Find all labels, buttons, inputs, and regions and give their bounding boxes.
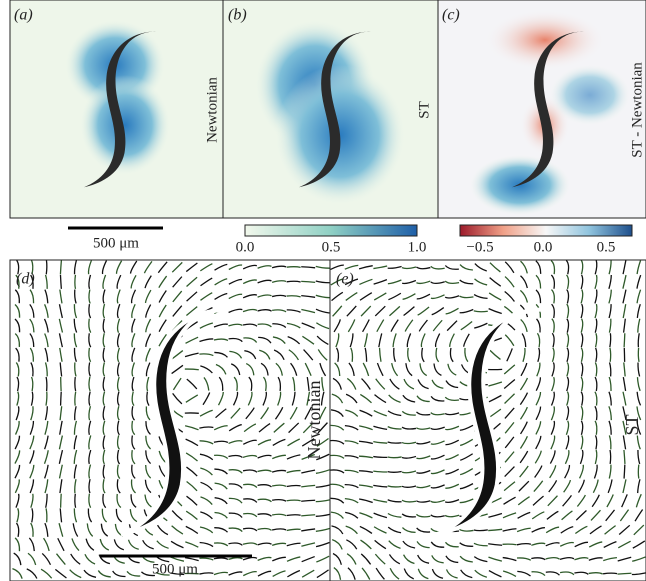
panel-label: (b) bbox=[228, 7, 247, 24]
streamline bbox=[287, 500, 301, 501]
streamline bbox=[603, 573, 617, 574]
panel-c bbox=[438, 0, 646, 218]
streamline bbox=[624, 333, 625, 347]
scale-label: 500 μm bbox=[152, 561, 198, 577]
panel-label: (a) bbox=[14, 7, 33, 24]
streamline bbox=[46, 260, 47, 274]
side-label: ST bbox=[416, 101, 432, 119]
panel-label: (d) bbox=[16, 271, 35, 288]
streamline bbox=[610, 348, 611, 362]
panel-label: (c) bbox=[442, 7, 460, 24]
streamline bbox=[610, 450, 611, 464]
streamline bbox=[75, 275, 76, 289]
streamline bbox=[287, 515, 301, 516]
streamline bbox=[474, 530, 488, 531]
scale-label: 500 μm bbox=[93, 235, 139, 251]
streamline bbox=[61, 392, 62, 406]
colorbar-tick: 0.0 bbox=[236, 239, 255, 255]
panel-b bbox=[223, 0, 438, 218]
colorbar bbox=[460, 225, 632, 236]
streamline bbox=[638, 348, 639, 362]
streamline bbox=[185, 369, 199, 370]
streamline bbox=[287, 267, 301, 268]
streamline bbox=[287, 281, 301, 282]
panel-label: (e) bbox=[336, 271, 354, 288]
panel-a bbox=[10, 0, 223, 218]
streamline bbox=[46, 377, 47, 391]
streamline bbox=[75, 494, 76, 508]
streamline bbox=[503, 544, 517, 545]
side-label: Newtonian bbox=[304, 381, 324, 460]
figure: (a) (b) (c) Newtonian ST ST - Newtonian … bbox=[0, 0, 646, 581]
colorbar-tick: 0.5 bbox=[322, 239, 341, 255]
colorbar bbox=[245, 225, 417, 236]
colorbar-tick: −0.5 bbox=[466, 239, 493, 255]
streamline bbox=[60, 275, 61, 289]
streamline bbox=[388, 457, 402, 458]
side-label: ST - Newtonian bbox=[629, 62, 645, 158]
streamline bbox=[61, 494, 62, 508]
colorbar-tick: 1.0 bbox=[408, 239, 427, 255]
side-label: ST bbox=[622, 414, 642, 435]
side-label: Newtonian bbox=[204, 77, 220, 143]
streamline bbox=[388, 472, 402, 473]
colorbar-tick: 0.0 bbox=[534, 239, 553, 255]
colorbar-tick: 0.5 bbox=[597, 239, 616, 255]
streamline bbox=[624, 465, 625, 479]
